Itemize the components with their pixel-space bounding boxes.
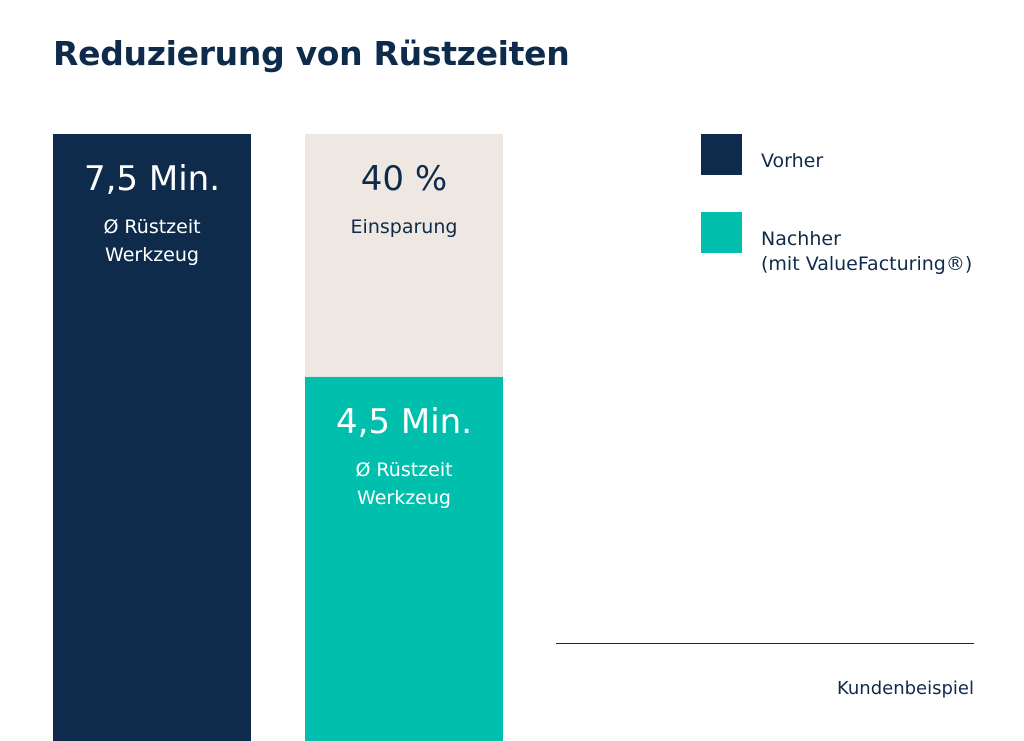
data-label-vorher-r-stzeit-werkzeug: 7,5 Min. bbox=[84, 159, 220, 199]
legend-sublabel-nachher: (mit ValueFacturing®) bbox=[761, 253, 973, 275]
data-label-nachher-r-stzeit-werkzeug: 4,5 Min. bbox=[336, 402, 472, 442]
bar-vorher-r-stzeit-werkzeug bbox=[53, 134, 251, 741]
divider-line bbox=[556, 643, 974, 644]
data-sublabel-vorher-r-stzeit-werkzeug-1: Werkzeug bbox=[105, 244, 199, 266]
legend-label-nachher: Nachher (mit ValueFacturing®) bbox=[761, 224, 972, 276]
legend-label-vorher: Vorher bbox=[761, 150, 824, 172]
data-sublabel-vorher-r-stzeit-werkzeug-0: Ø Rüstzeit bbox=[103, 216, 200, 238]
chart-title: Reduzierung von Rüstzeiten bbox=[53, 34, 570, 73]
data-sublabel-nachher-r-stzeit-werkzeug-1: Werkzeug bbox=[357, 487, 451, 509]
data-label-nachher-einsparung: 40 % bbox=[361, 159, 447, 199]
legend-label-nachher-text: Nachher bbox=[761, 228, 841, 250]
bar-nachher-r-stzeit-werkzeug bbox=[305, 376, 503, 741]
legend-swatch-vorher bbox=[701, 134, 742, 175]
source-note: Kundenbeispiel bbox=[836, 678, 974, 699]
data-sublabel-nachher-r-stzeit-werkzeug-0: Ø Rüstzeit bbox=[355, 459, 452, 481]
data-sublabel-nachher-einsparung-0: Einsparung bbox=[351, 216, 458, 238]
bar-nachher-einsparung bbox=[305, 134, 503, 377]
legend-swatch-nachher bbox=[701, 212, 742, 253]
